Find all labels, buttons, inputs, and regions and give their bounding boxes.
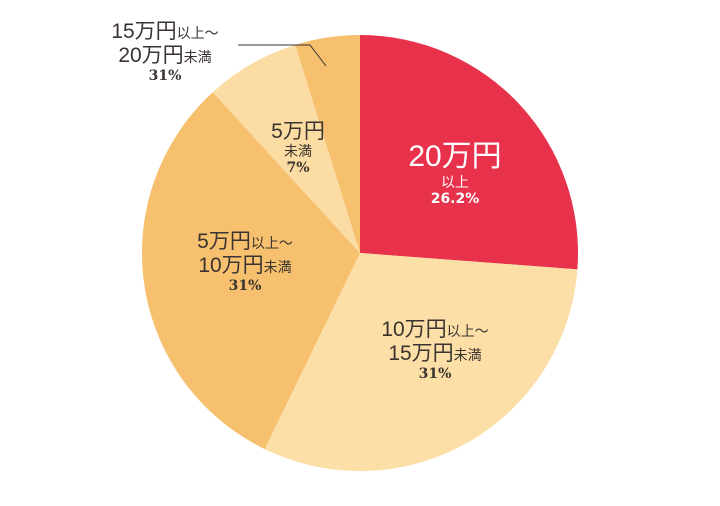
slice-label-10-15man: 10万円以上〜 15万円未満 31% bbox=[355, 318, 515, 382]
label-main: 5万円 bbox=[271, 120, 325, 143]
label-value: 7% bbox=[286, 160, 310, 177]
label-sub: 以上 bbox=[441, 174, 469, 191]
pie-slice-3 bbox=[212, 44, 360, 253]
label-main: 20万円 bbox=[408, 140, 502, 173]
pie-slice-2 bbox=[141, 92, 360, 450]
label-main2: 20万円 bbox=[118, 44, 184, 68]
pie-slice-0 bbox=[360, 35, 578, 270]
label-sub2: 未満 bbox=[263, 260, 292, 277]
label-value: 31% bbox=[418, 366, 452, 383]
label-sub: 以上〜 bbox=[250, 236, 293, 252]
slice-label-5-10man: 5万円以上〜 10万円未満 31% bbox=[165, 230, 325, 294]
slice-label-under-5man: 5万円 未満 7% bbox=[258, 120, 338, 176]
pie-slice-4 bbox=[295, 35, 360, 253]
label-sub: 以上〜 bbox=[446, 324, 489, 340]
label-main: 5万円 bbox=[197, 230, 251, 253]
label-main: 10万円 bbox=[381, 318, 447, 341]
label-sub2: 未満 bbox=[183, 50, 212, 67]
label-sub: 以上〜 bbox=[176, 26, 219, 42]
label-sub: 未満 bbox=[284, 144, 312, 161]
pie-slice-1 bbox=[264, 253, 578, 471]
label-main: 15万円 bbox=[111, 20, 177, 43]
label-value: 31% bbox=[228, 278, 262, 295]
label-main2: 15万円 bbox=[388, 342, 454, 366]
label-value: 31% bbox=[148, 68, 182, 85]
slice-label-15-20man: 15万円以上〜 20万円未満 31% bbox=[85, 20, 245, 84]
leader-line-15-20 bbox=[238, 44, 327, 67]
label-value: 26.2% bbox=[430, 190, 480, 207]
slice-label-20man-plus: 20万円 以上 26.2% bbox=[390, 140, 520, 207]
label-sub2: 未満 bbox=[453, 348, 482, 365]
label-main2: 10万円 bbox=[198, 254, 264, 278]
